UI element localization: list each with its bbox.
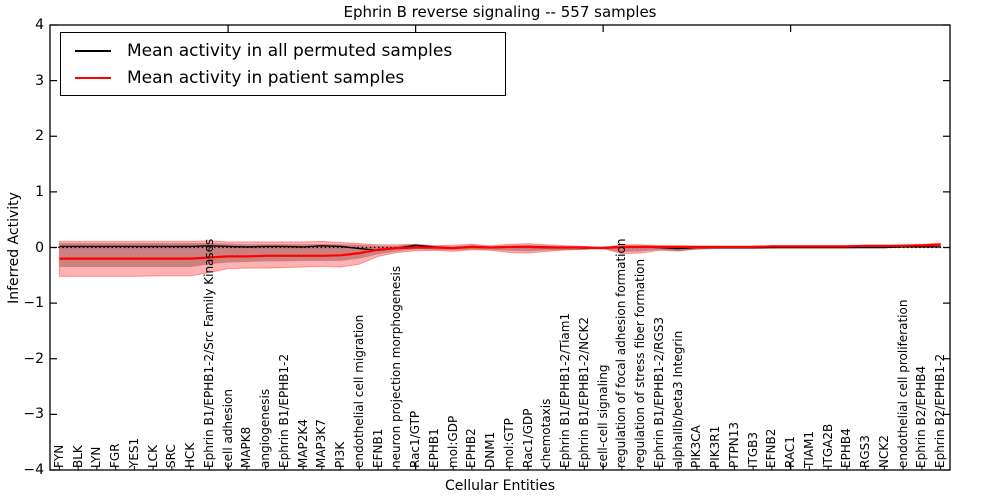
x-tick-label: EPHB1 xyxy=(426,428,441,468)
x-tick-label: chemotaxis xyxy=(539,398,554,468)
x-tick-label: EPHB4 xyxy=(839,428,854,468)
y-tick-label: 2 xyxy=(35,128,44,145)
x-tick-label: MAP3K7 xyxy=(314,419,329,468)
x-tick-label: HCK xyxy=(183,442,198,468)
x-tick-label: PI3K xyxy=(333,441,348,468)
x-tick-label: PIK3CA xyxy=(689,425,704,468)
legend-label-permuted: Mean activity in all permuted samples xyxy=(127,40,453,61)
x-tick-label: MAP2K4 xyxy=(295,419,310,468)
x-tick-label: EPHB2 xyxy=(464,428,479,468)
x-tick-label: Ephrin B1/EPHB1-2/Src Family Kinases xyxy=(201,238,216,468)
y-tick-label: −4 xyxy=(23,462,44,478)
x-tick-label: mol:GTP xyxy=(501,418,516,468)
patient-mean-line xyxy=(59,243,941,260)
y-tick-label: −2 xyxy=(23,350,44,367)
legend-label-patient: Mean activity in patient samples xyxy=(127,67,405,88)
x-tick-label: TIAM1 xyxy=(801,430,816,468)
x-tick-label: angiogenesis xyxy=(258,388,273,468)
x-tick-label: alphaIIb/beta3 Integrin xyxy=(670,330,685,468)
x-tick-label: DNM1 xyxy=(483,431,498,468)
x-tick-label: mol:GDP xyxy=(445,415,460,468)
y-tick-label: 1 xyxy=(35,183,44,200)
chart-title: Ephrin B reverse signaling -- 557 sample… xyxy=(343,3,657,21)
permuted-line-swatch xyxy=(75,49,111,52)
x-tick-label: regulation of stress fiber formation xyxy=(633,258,648,468)
x-tick-label: ITGA2B xyxy=(820,423,835,468)
permuted-band xyxy=(59,243,941,267)
x-tick-label: PTPN13 xyxy=(726,421,741,468)
x-tick-label: cell-cell signaling xyxy=(595,364,610,469)
x-tick-label: EFNB1 xyxy=(370,428,385,468)
x-tick-label: Rac1/GDP xyxy=(520,408,535,468)
x-tick-label: FGR xyxy=(108,443,123,468)
x-tick-label: Rac1/GTP xyxy=(408,410,423,468)
x-tick-label: LYN xyxy=(89,446,104,468)
x-tick-label: Ephrin B2/EPHB1-2 xyxy=(933,353,948,468)
x-tick-label: LCK xyxy=(145,445,160,468)
x-tick-label: endothelial cell proliferation xyxy=(895,299,910,468)
y-tick-label: −1 xyxy=(23,295,44,312)
x-tick-label: Ephrin B1/EPHB1-2/NCK2 xyxy=(576,317,591,468)
y-tick-label: 0 xyxy=(35,239,44,256)
x-tick-label: cell adhesion xyxy=(220,389,235,468)
x-tick-label: Ephrin B2/EPHB4 xyxy=(914,365,929,468)
x-tick-label: MAPK8 xyxy=(239,426,254,468)
x-tick-label: Ephrin B1/EPHB1-2/Tiam1 xyxy=(558,312,573,468)
x-tick-label: FYN xyxy=(51,444,66,468)
x-tick-label: regulation of focal adhesion formation xyxy=(614,238,629,468)
y-tick-label: 4 xyxy=(35,17,44,33)
y-tick-label: 3 xyxy=(35,72,44,89)
x-tick-label: SRC xyxy=(164,444,179,468)
x-tick-label: Ephrin B1/EPHB1-2 xyxy=(276,353,291,468)
x-axis-title: Cellular Entities xyxy=(444,478,556,494)
x-tick-label: YES1 xyxy=(126,437,141,468)
x-tick-label: neuron projection morphogenesis xyxy=(389,265,404,468)
legend-item-patient: Mean activity in patient samples xyxy=(61,65,505,91)
x-tick-label: RGS3 xyxy=(858,435,873,468)
y-tick-label: −3 xyxy=(23,406,44,423)
legend-item-permuted: Mean activity in all permuted samples xyxy=(61,38,505,64)
x-tick-label: PIK3R1 xyxy=(708,425,723,468)
x-tick-label: Ephrin B1/EPHB1-2/RGS3 xyxy=(651,316,666,468)
x-tick-label: NCK2 xyxy=(876,435,891,468)
legend: Mean activity in all permuted samples Me… xyxy=(60,32,506,96)
patient-line-swatch xyxy=(75,76,111,79)
x-tick-label: EFNB2 xyxy=(764,428,779,468)
x-tick-label: RAC1 xyxy=(783,436,798,468)
x-tick-label: ITGB3 xyxy=(745,431,760,468)
x-tick-label: BLK xyxy=(70,445,85,468)
x-tick-label: endothelial cell migration xyxy=(351,314,366,468)
